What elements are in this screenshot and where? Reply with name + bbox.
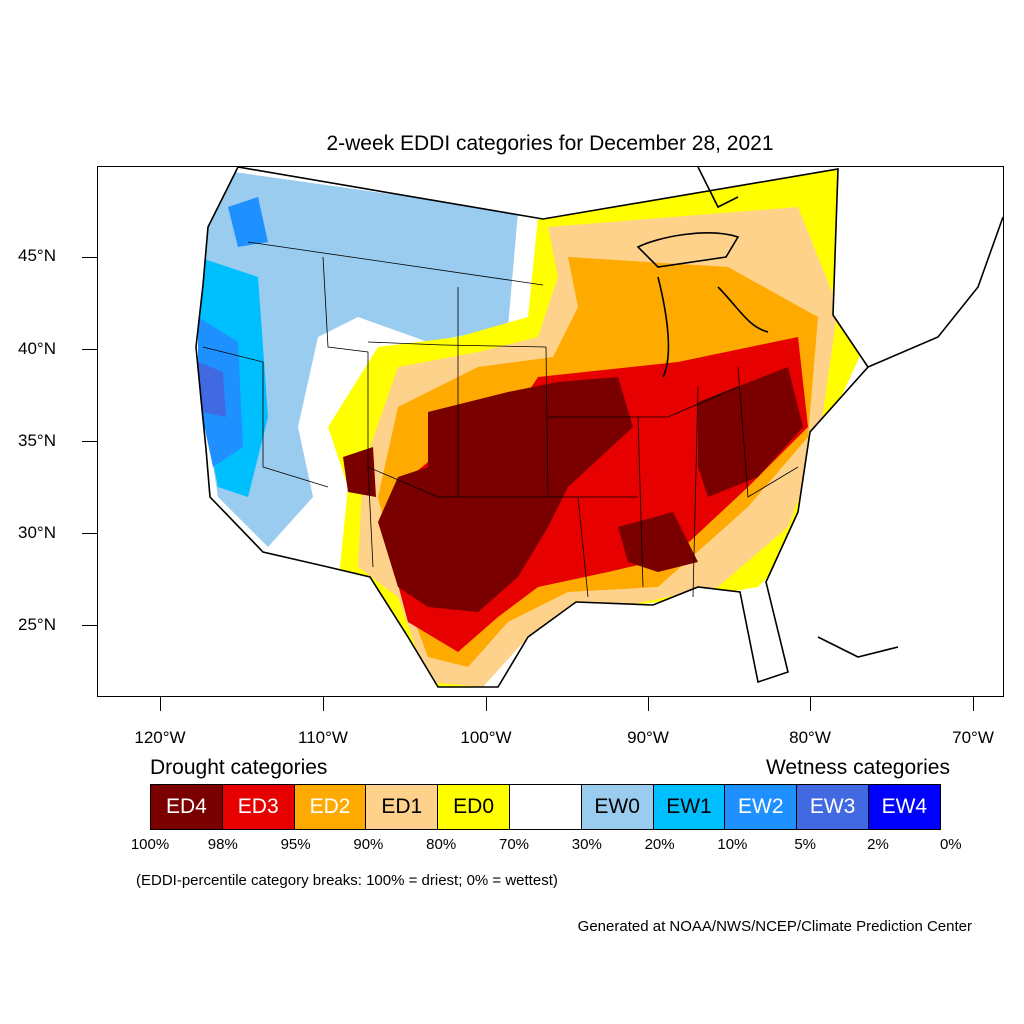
legend-box-ew2: EW2 bbox=[724, 784, 798, 830]
eddi-map-svg bbox=[195, 167, 1003, 688]
legend-box-ed4: ED4 bbox=[150, 784, 223, 830]
wetness-categories-heading: Wetness categories bbox=[765, 756, 950, 779]
lake-huron-outline bbox=[717, 286, 769, 333]
state-boundaries bbox=[202, 241, 799, 598]
lat-tick bbox=[82, 441, 97, 442]
ew3-region bbox=[198, 362, 226, 417]
ed4-region-central bbox=[378, 377, 633, 612]
credit-line: Generated at NOAA/NWS/NCEP/Climate Predi… bbox=[577, 918, 972, 935]
legend-break-label: 70% bbox=[498, 836, 530, 853]
legend-box-ew0: EW0 bbox=[580, 784, 654, 830]
legend-box-ew4: EW4 bbox=[867, 784, 941, 830]
lon-tick bbox=[486, 697, 487, 711]
legend-box-ed1: ED1 bbox=[365, 784, 439, 830]
lat-tick bbox=[82, 625, 97, 626]
lon-label-120w: 120°W bbox=[134, 728, 186, 747]
lon-label-110w: 110°W bbox=[298, 728, 348, 747]
ed4-region-south bbox=[618, 512, 698, 572]
percentile-note: (EDDI-percentile category breaks: 100% =… bbox=[136, 872, 558, 889]
legend-break-label: 90% bbox=[353, 836, 384, 853]
ed4-region-east bbox=[698, 367, 803, 497]
legend-break-label: 30% bbox=[571, 836, 602, 853]
eddi-map bbox=[97, 166, 1004, 697]
coastline bbox=[195, 167, 870, 688]
drought-categories-heading: Drought categories bbox=[150, 756, 328, 779]
great-lakes-outline bbox=[636, 232, 740, 268]
category-fields bbox=[198, 167, 868, 687]
lat-label-30n: 30°N bbox=[18, 523, 56, 542]
legend-break-label: 80% bbox=[426, 836, 457, 853]
color-legend: ED4 ED3 ED2 ED1 ED0 EW0 EW1 EW2 EW3 EW4 bbox=[150, 784, 941, 830]
legend-box-neutral bbox=[508, 784, 582, 830]
legend-box-ed0: ED0 bbox=[437, 784, 510, 830]
lat-label-25n: 25°N bbox=[18, 615, 56, 634]
legend-break-label: 20% bbox=[644, 836, 675, 853]
lat-label-35n: 35°N bbox=[18, 431, 56, 450]
lon-label-80w: 80°W bbox=[789, 728, 831, 747]
canada-east-coast bbox=[867, 216, 1003, 368]
caribbean-islands bbox=[817, 636, 899, 658]
lon-tick bbox=[648, 697, 649, 711]
map-title: 2-week EDDI categories for December 28, … bbox=[326, 132, 774, 155]
lat-label-40n: 40°N bbox=[18, 339, 56, 358]
legend-box-ew3: EW3 bbox=[796, 784, 869, 830]
lon-label-70w: 70°W bbox=[952, 728, 994, 747]
legend-break-label: 2% bbox=[867, 836, 889, 853]
legend-box-ed2: ED2 bbox=[293, 784, 367, 830]
lake-michigan-outline bbox=[657, 276, 670, 378]
lon-tick bbox=[973, 697, 974, 711]
legend-break-label: 10% bbox=[717, 836, 748, 853]
lon-label-90w: 90°W bbox=[627, 728, 669, 747]
lat-tick bbox=[82, 257, 97, 258]
legend-break-label: 5% bbox=[794, 836, 817, 853]
ew0-region bbox=[198, 167, 518, 547]
ew2-region-north bbox=[228, 197, 268, 247]
legend-break-label: 95% bbox=[280, 836, 311, 853]
lat-tick bbox=[82, 533, 97, 534]
lat-label-45n: 45°N bbox=[18, 246, 56, 265]
hudson-bay-edge bbox=[697, 167, 739, 209]
legend-break-label: 98% bbox=[207, 836, 238, 853]
lon-tick bbox=[323, 697, 324, 711]
legend-break-label: 100% bbox=[130, 836, 170, 853]
legend-box-ew1: EW1 bbox=[652, 784, 726, 830]
legend-break-label: 0% bbox=[939, 836, 962, 853]
lon-tick bbox=[160, 697, 161, 711]
legend-box-ed3: ED3 bbox=[221, 784, 295, 830]
lon-tick bbox=[810, 697, 811, 711]
lat-tick bbox=[82, 349, 97, 350]
lon-label-100w: 100°W bbox=[460, 728, 512, 747]
